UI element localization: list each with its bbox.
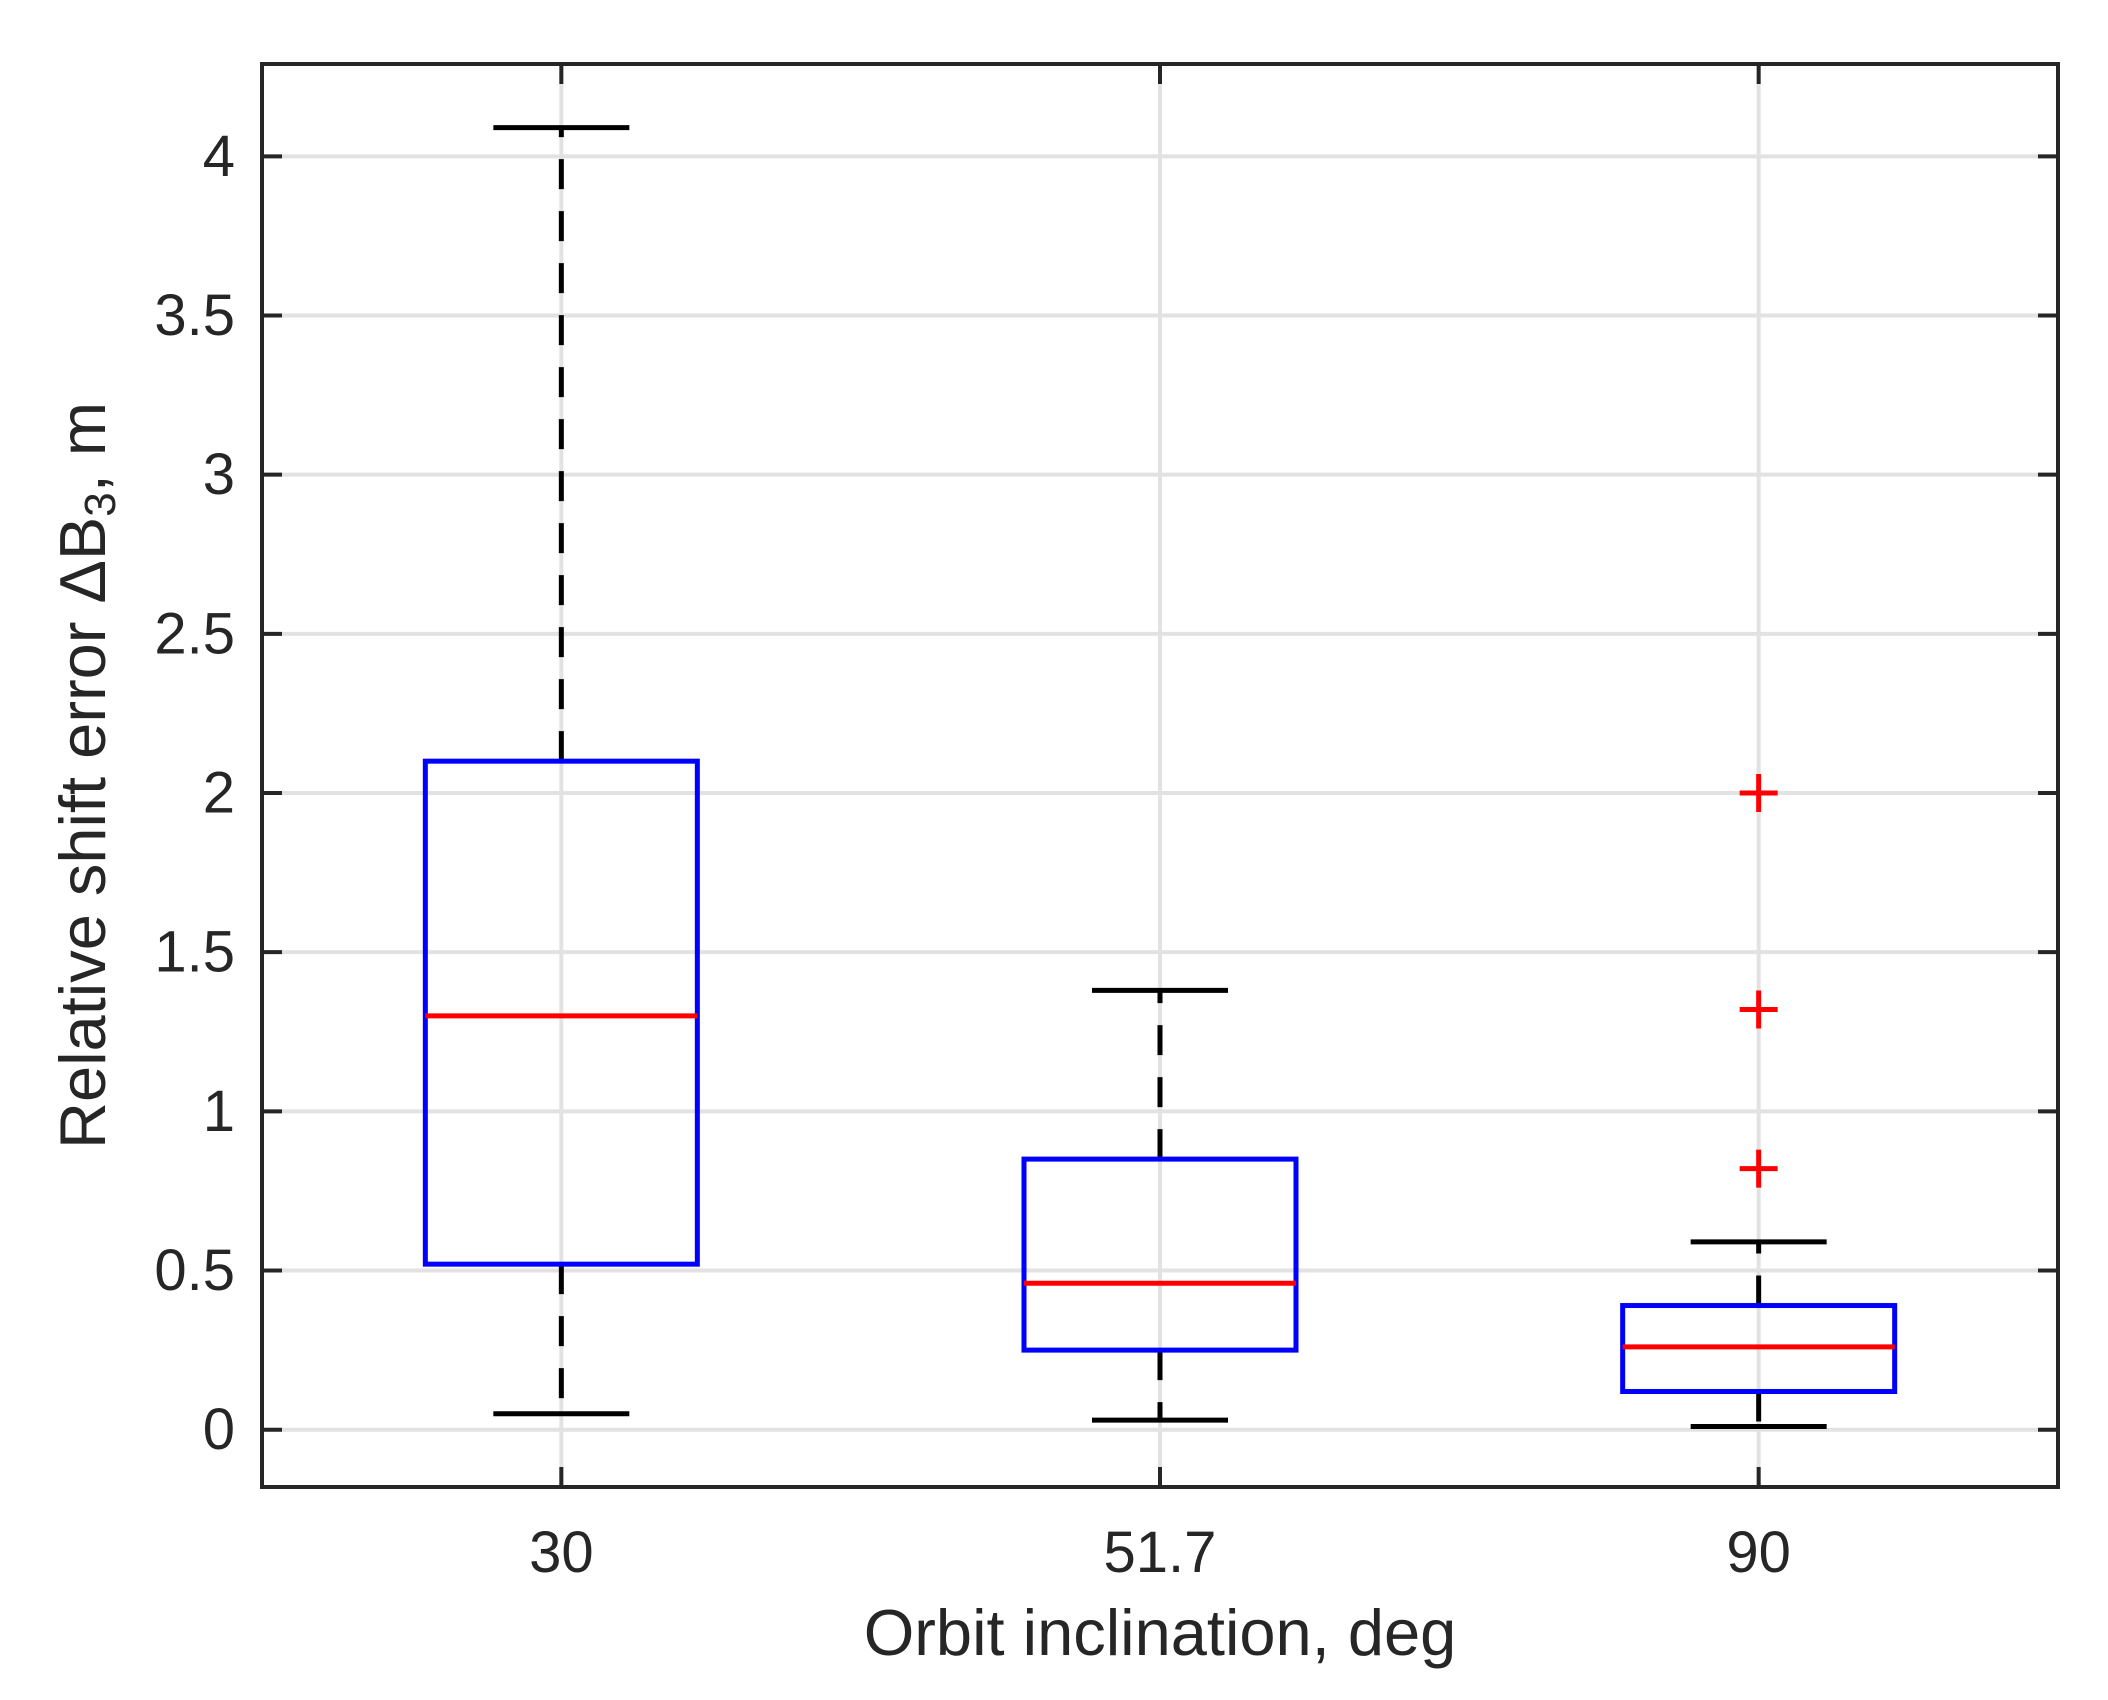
y-tick-label: 0 <box>203 1397 235 1462</box>
iqr-box <box>1021 1156 1299 1353</box>
y-tick-label: 2.5 <box>154 601 235 666</box>
x-tick-label: 30 <box>529 1520 594 1585</box>
y-axis-label: Relative shift error ΔB3, m <box>46 402 125 1149</box>
y-tick-label: 1 <box>203 1079 235 1144</box>
y-tick-label: 1.5 <box>154 920 235 985</box>
y-label-main: Relative shift error ΔB <box>46 517 119 1149</box>
boxplot-group-30 <box>422 125 700 1417</box>
gridlines <box>262 64 2058 1487</box>
y-label-subscript: 3 <box>76 492 125 516</box>
y-tick-label: 3 <box>203 442 235 507</box>
boxplot-group-51.7 <box>1021 987 1299 1423</box>
y-tick-label: 0.5 <box>154 1238 235 1303</box>
x-tick-label: 90 <box>1726 1520 1791 1585</box>
outlier-marker <box>1739 774 1778 813</box>
outlier-marker <box>1739 990 1778 1029</box>
x-axis-label: Orbit inclination, deg <box>864 1596 1457 1669</box>
boxplot-group-90 <box>1620 774 1898 1430</box>
axes-box <box>260 62 2060 1489</box>
y-label-suffix: , m <box>46 402 119 492</box>
y-tick-label: 2 <box>203 761 235 826</box>
box-series <box>422 125 1898 1430</box>
outlier-marker <box>1739 1149 1778 1188</box>
y-tick-label: 3.5 <box>154 283 235 348</box>
x-tick-label: 51.7 <box>1104 1520 1217 1585</box>
y-tick-label: 4 <box>203 124 235 189</box>
iqr-box <box>422 758 700 1267</box>
tick-labels: 0 0.5 1 1.5 2 2.5 3 3.5 4 30 51.7 90 <box>154 124 1791 1585</box>
